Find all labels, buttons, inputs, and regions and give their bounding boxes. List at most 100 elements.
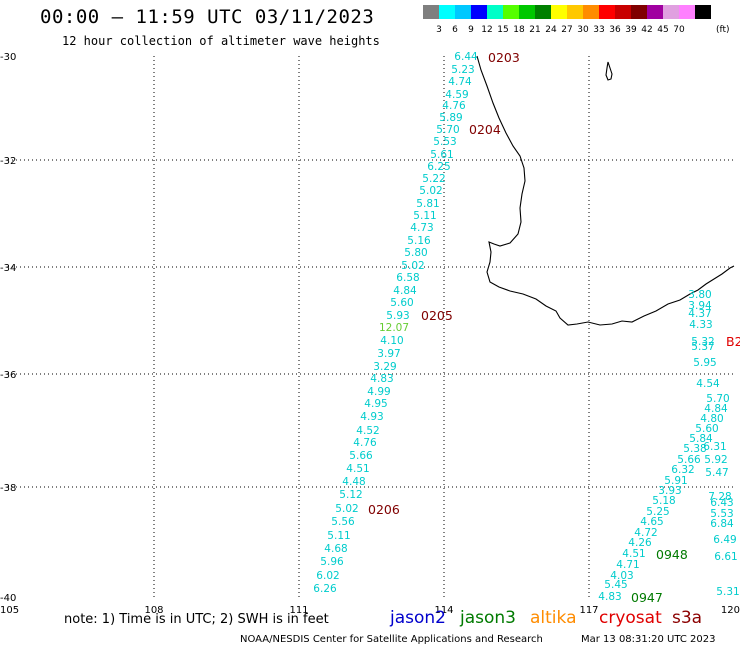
legend-label: 6 xyxy=(452,25,458,35)
wave-height-label: 6.61 xyxy=(714,551,737,563)
wave-height-label: 6.44 xyxy=(454,51,478,63)
legend-label: 30 xyxy=(577,25,589,35)
wave-height-label: 6.43 xyxy=(710,497,733,509)
legend-swatch xyxy=(439,5,455,19)
wave-height-label: 5.66 xyxy=(349,450,373,462)
wave-height-label: 5.16 xyxy=(407,235,431,247)
legend-swatch xyxy=(679,5,695,19)
wave-height-label: 4.72 xyxy=(634,527,657,539)
wave-height-label: 6.02 xyxy=(316,570,339,582)
legend-swatch xyxy=(631,5,647,19)
wave-height-label: 4.03 xyxy=(610,570,633,582)
legend-label: 39 xyxy=(625,25,637,35)
legend-label: 45 xyxy=(657,25,669,35)
legend-label: 18 xyxy=(513,25,525,35)
lon-tick-label: 111 xyxy=(289,605,308,616)
wave-height-label: 3.93 xyxy=(658,485,681,497)
page-subtitle: 12 hour collection of altimeter wave hei… xyxy=(62,34,380,48)
legend-swatch xyxy=(647,5,663,19)
wave-height-label: 5.18 xyxy=(652,495,675,507)
wave-height-label: 5.91 xyxy=(664,475,687,487)
wave-height-label: 6.84 xyxy=(710,518,734,530)
wave-height-label: 5.66 xyxy=(677,454,701,466)
wave-height-label: 5.11 xyxy=(413,210,436,222)
wave-height-label: 6.31 xyxy=(703,441,726,453)
lon-tick-label: 114 xyxy=(434,605,453,616)
wave-height-label: 4.26 xyxy=(628,537,652,549)
wave-height-label: 6.25 xyxy=(427,161,450,173)
legend-swatch xyxy=(455,5,471,19)
wave-height-label: 4.74 xyxy=(448,76,472,88)
wave-height-label: 5.45 xyxy=(604,579,627,591)
lon-tick-label: 120 xyxy=(721,605,740,616)
legend-swatch xyxy=(615,5,631,19)
wave-height-label: 5.25 xyxy=(646,506,669,518)
footer-note: note: 1) Time is in UTC; 2) SWH is in fe… xyxy=(64,612,329,627)
wave-height-label: 4.10 xyxy=(380,335,403,347)
wave-height-label: 5.84 xyxy=(689,433,713,445)
legend-swatch xyxy=(471,5,487,19)
wave-height-label: 4.95 xyxy=(364,398,387,410)
lat-tick-label: -32 xyxy=(0,156,16,167)
wave-height-label: 5.70 xyxy=(436,124,459,136)
satellite-s3a: s3a xyxy=(672,608,703,628)
legend-swatch xyxy=(583,5,599,19)
pass-time-label: 0947 xyxy=(631,590,663,605)
wave-height-label: 6.32 xyxy=(671,464,694,476)
lon-tick-label: 105 xyxy=(0,605,19,616)
island-coastline xyxy=(605,61,613,81)
wave-height-label: 5.02 xyxy=(419,185,442,197)
wave-height-label: 4.59 xyxy=(445,89,468,101)
wave-height-label: 4.83 xyxy=(370,373,393,385)
wave-height-label: 4.83 xyxy=(598,591,621,603)
wave-height-label: 5.32 xyxy=(691,336,714,348)
wave-height-label: 4.76 xyxy=(353,437,377,449)
legend-swatch xyxy=(423,5,439,19)
timestamp-line: Mar 13 08:31:20 UTC 2023 xyxy=(581,634,716,645)
lat-tick-label: -36 xyxy=(0,370,16,381)
wave-height-label: 4.84 xyxy=(393,285,417,297)
legend-label: 9 xyxy=(468,25,474,35)
wave-height-label: 5.80 xyxy=(404,247,427,259)
wave-height-label: 3.97 xyxy=(377,348,400,360)
grid-lines xyxy=(8,56,734,600)
legend-swatch xyxy=(519,5,535,19)
satellite-cryosat: cryosat xyxy=(599,608,662,628)
wave-height-label: 4.76 xyxy=(442,100,466,112)
lat-tick-label: -38 xyxy=(0,483,16,494)
legend-unit: (ft) xyxy=(716,25,730,35)
lat-tick-label: -40 xyxy=(0,593,16,604)
legend-swatch xyxy=(567,5,583,19)
legend-label: 15 xyxy=(497,25,509,35)
legend-swatch xyxy=(551,5,567,19)
wave-height-label: 4.65 xyxy=(640,516,663,528)
page-title: 00:00 – 11:59 UTC 03/11/2023 xyxy=(40,6,375,28)
wave-height-label: 4.99 xyxy=(367,386,390,398)
legend-label: 3 xyxy=(436,25,442,35)
wave-height-label: 5.11 xyxy=(327,530,350,542)
wave-height-label: 5.70 xyxy=(706,393,729,405)
wave-height-label: 7.28 xyxy=(708,491,731,503)
wave-height-label: 5.12 xyxy=(339,489,362,501)
pass-time-label: 0205 xyxy=(421,308,453,323)
wave-height-label: 5.81 xyxy=(416,198,439,210)
legend-label: 70 xyxy=(673,25,685,35)
satellite-jason2: jason2 xyxy=(390,608,446,628)
wave-height-label: 5.89 xyxy=(439,112,462,124)
wave-height-label: 4.51 xyxy=(346,463,369,475)
wave-height-label: 3.94 xyxy=(688,300,712,312)
wave-height-label: 3.80 xyxy=(688,289,711,301)
legend-label: 24 xyxy=(545,25,557,35)
wave-height-label: 5.93 xyxy=(386,310,409,322)
wave-height-label: 6.26 xyxy=(313,583,337,595)
legend-label: 27 xyxy=(561,25,573,35)
legend-swatch xyxy=(663,5,679,19)
legend-swatch xyxy=(695,5,711,19)
legend-swatch xyxy=(487,5,503,19)
legend-label: 36 xyxy=(609,25,621,35)
map-plot-area xyxy=(8,56,734,600)
wave-height-label: 4.54 xyxy=(696,378,720,390)
wave-height-label: 6.49 xyxy=(713,534,736,546)
wave-height-label: 5.60 xyxy=(695,423,718,435)
wave-height-label: 5.95 xyxy=(693,357,716,369)
